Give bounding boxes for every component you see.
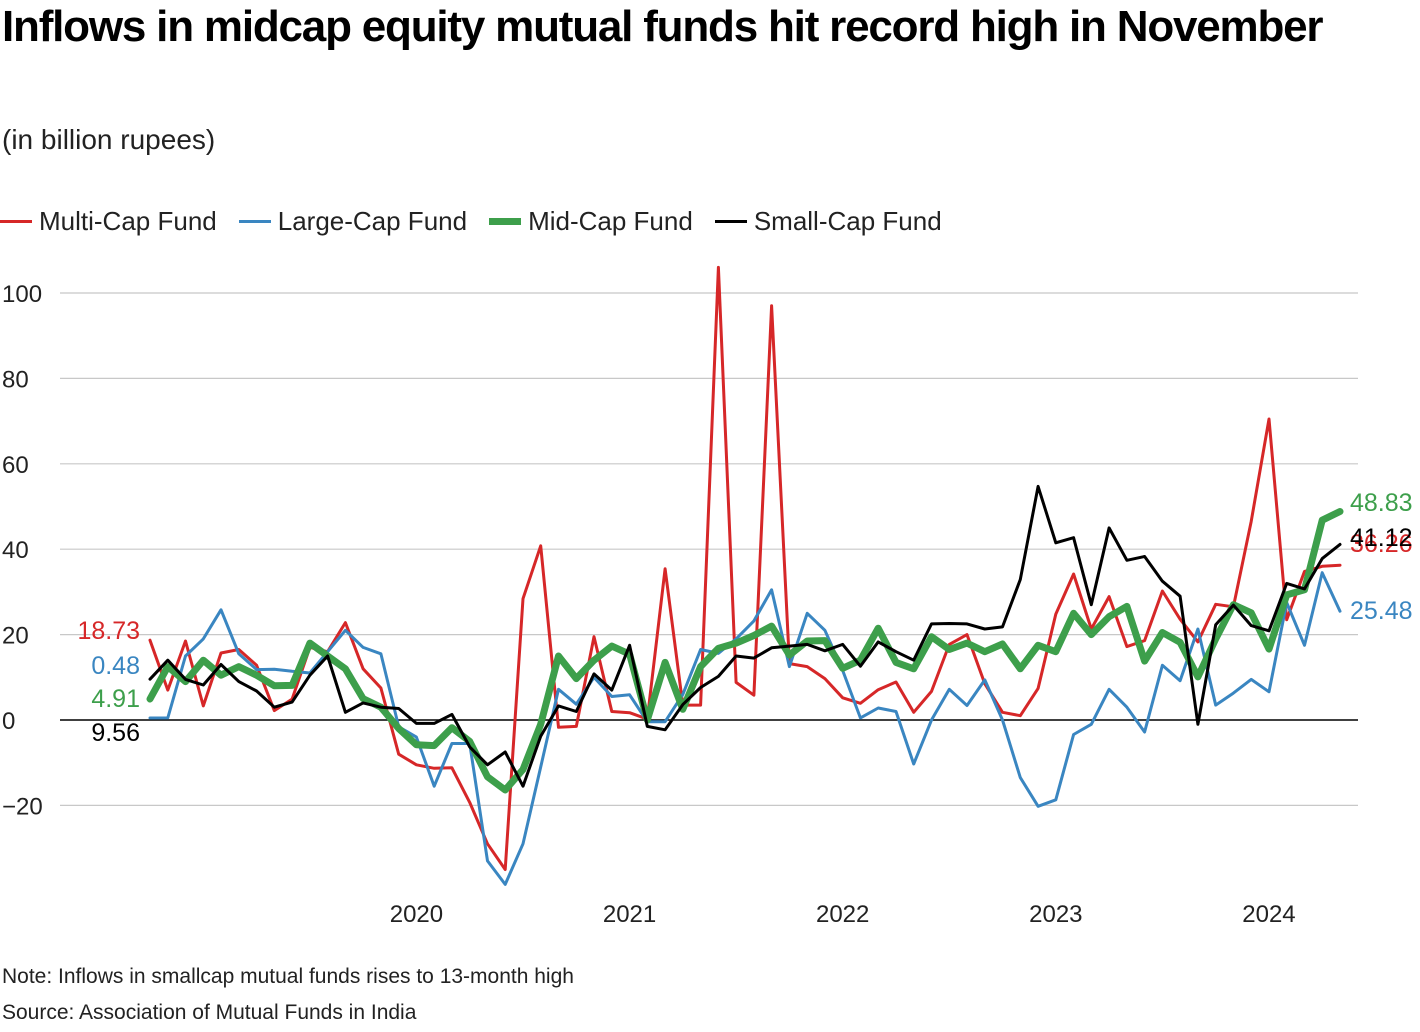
legend-swatch-multi-cap [0,219,32,223]
footer-source: Source: Association of Mutual Funds in I… [2,1001,417,1024]
start-label-multi-cap: 18.73 [77,617,140,645]
end-label-large-cap: 25.48 [1350,597,1413,625]
x-tick-label: 2023 [1029,901,1082,928]
x-tick-label: 2022 [816,901,869,928]
legend-swatch-small-cap [714,219,747,223]
legend-item-large-cap[interactable]: Large-Cap Fund [238,205,468,237]
legend-swatch-large-cap [238,219,271,223]
end-label-mid-cap: 48.83 [1350,489,1413,517]
legend-swatch-mid-cap [489,217,522,225]
chart-title: Inflows in midcap equity mutual funds hi… [2,2,1324,51]
legend-item-small-cap[interactable]: Small-Cap Fund [714,205,942,237]
legend-label-small-cap: Small-Cap Fund [753,205,942,236]
y-tick-label: 100 [2,281,42,308]
start-label-mid-cap: 4.91 [91,685,140,713]
end-label-multi-cap: 36.26 [1350,530,1413,558]
line-chart: 100 80 60 40 20 0 −20 2020 2021 2022 2023 2024 18.73… [2,265,1413,928]
chart-subtitle: (in billion rupees) [2,124,216,155]
y-tick-label: 40 [2,537,29,564]
legend-label-multi-cap: Multi-Cap Fund [39,205,217,236]
series-line-small-cap [148,484,1342,788]
series-line-mid-cap [146,508,1344,794]
series-line-multi-cap [148,265,1342,871]
x-tick-label: 2020 [390,901,443,928]
y-tick-label: 20 [2,623,29,650]
legend-item-mid-cap[interactable]: Mid-Cap Fund [489,206,693,237]
y-tick-label: 80 [2,366,29,393]
legend-label-mid-cap: Mid-Cap Fund [528,205,693,236]
legend-label-large-cap: Large-Cap Fund [277,205,468,236]
legend: Multi-Cap Fund Large-Cap Fund Mid-Cap Fu… [0,203,964,239]
series-line-large-cap [148,571,1342,886]
x-tick-label: 2021 [603,901,656,928]
y-tick-label: 60 [2,452,29,479]
footer-note: Note: Inflows in smallcap mutual funds r… [2,965,574,988]
legend-item-multi-cap[interactable]: Multi-Cap Fund [0,206,217,237]
y-tick-label: −20 [2,793,43,820]
start-label-large-cap: 0.48 [91,652,140,680]
x-tick-label: 2024 [1242,901,1295,928]
y-tick-label: 0 [2,708,15,735]
end-label-small-cap: 41.12 [1350,524,1413,552]
start-label-small-cap: 9.56 [91,719,140,747]
